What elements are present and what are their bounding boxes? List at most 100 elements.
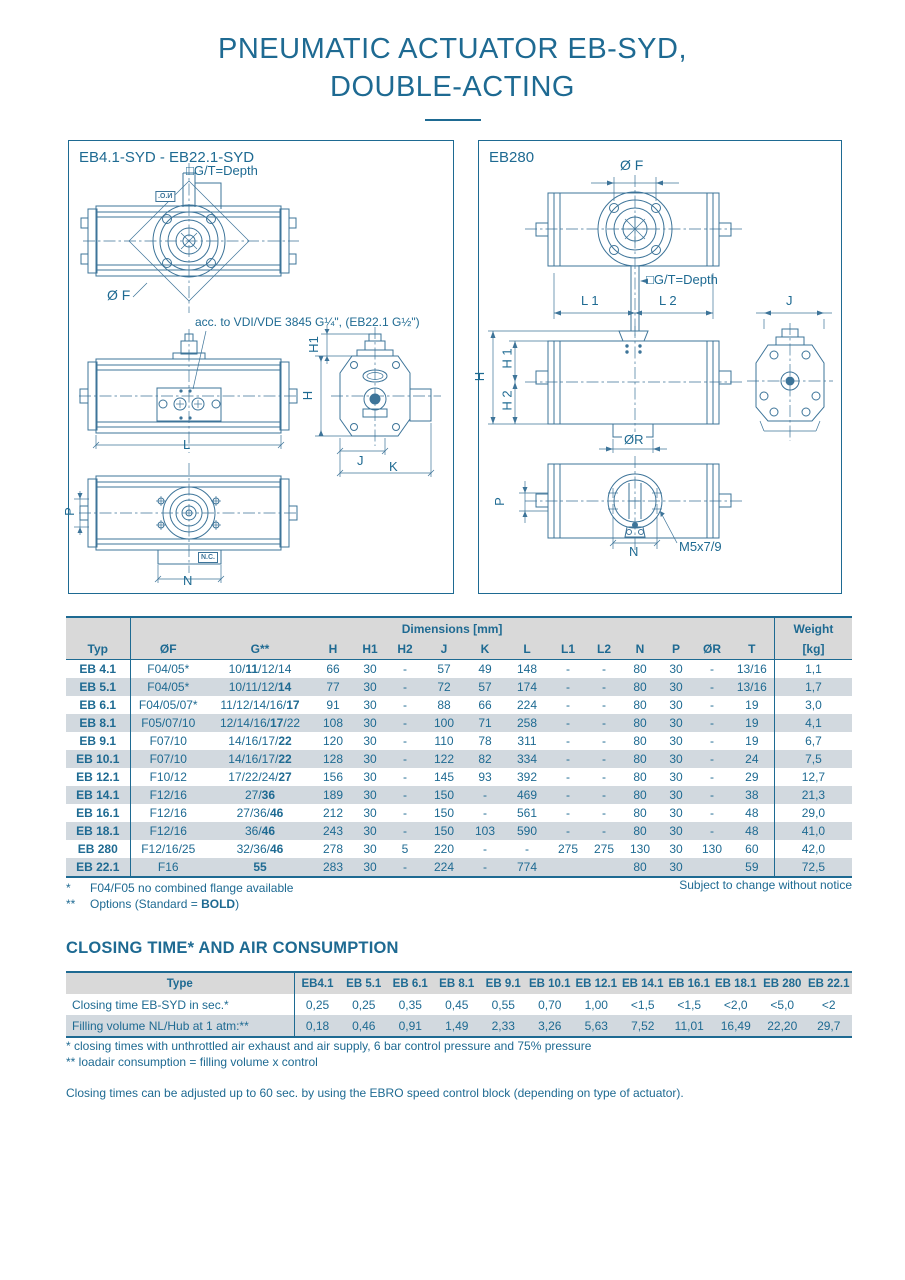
dim-cell: 156 [322, 770, 344, 784]
dim-cell: 311 [517, 734, 537, 748]
dim-cell: 212 [322, 806, 344, 820]
dim-cell: F07/10 [149, 734, 187, 748]
dim-cell: 13/16 [736, 662, 767, 676]
dim-cell: 11/12/14/16/17 [220, 698, 300, 712]
dim-h2-label-eb280: H 2 [499, 390, 515, 411]
ct-row-label: Filling volume NL/Hub at 1 atm:** [66, 1015, 295, 1037]
subject-to-change-notice: Subject to change without notice [679, 878, 852, 892]
dim-cell: 80 [622, 678, 658, 696]
dim-cell: 38 [730, 786, 775, 804]
dim-cell: F05/07/10 [130, 714, 206, 732]
ct-value-cell: 0,91 [387, 1015, 434, 1037]
dim-cell: 93 [478, 770, 492, 784]
dim-cell: 122 [422, 750, 466, 768]
dim-cell: 80 [622, 786, 658, 804]
typ-header-spacer [66, 617, 131, 639]
dim-column-header: J [422, 639, 466, 660]
dim-cell: 30 [363, 806, 377, 820]
ct-column-header: EB 8.1 [433, 972, 480, 994]
dim-cell: 80 [633, 734, 647, 748]
dim-cell: 55 [206, 858, 314, 877]
technical-drawing-eb280 [488, 175, 833, 553]
dim-h1-label: H1 [305, 336, 321, 353]
typ-cell: EB 14.1 [66, 786, 131, 804]
dim-column-header: ØF [130, 639, 206, 660]
dim-cell: 30 [669, 698, 683, 712]
dim-cell: 14/16/17/22 [206, 750, 314, 768]
dim-table-row: EB 22.1 F16 55 283 30-224-774 80 30 59 72,5 [66, 858, 853, 877]
dimensions-table: Dimensions [mm] Weight Typ ØF G** H H1 H2 J K L L… [66, 616, 853, 878]
ct-value-cell: 1,49 [433, 1015, 480, 1037]
dim-cell: - [566, 734, 570, 748]
dim-cell: 128 [314, 750, 352, 768]
dim-cell: 243 [314, 822, 352, 840]
dim-cell: 108 [314, 714, 352, 732]
dim-cell: 30 [352, 858, 388, 877]
dim-cell: - [602, 806, 606, 820]
dim-column-header: Typ [66, 639, 131, 660]
dim-cell: 189 [314, 786, 352, 804]
diameter-f-label-eb280: Ø F [620, 157, 644, 173]
dim-cell: 80 [633, 806, 647, 820]
dim-cell: - [550, 714, 586, 732]
dim-cell: 29,0 [773, 804, 853, 822]
ct-column-header: EB 18.1 [712, 972, 759, 994]
dim-cell: 21,3 [773, 786, 853, 804]
dim-cell: F04/05* [130, 678, 206, 696]
dim-cell: - [403, 770, 407, 784]
dim-cell: - [694, 750, 730, 768]
dim-table-row: EB 4.1 F04/05* 10/11/12/14 66 30 - 57 49 148 - - 80… [66, 659, 853, 678]
dim-cell: 1,7 [773, 678, 853, 696]
dim-cell: - [694, 822, 730, 840]
dim-cell: 30 [352, 750, 388, 768]
dim-cell: 561 [516, 806, 538, 820]
dim-cell: 66 [326, 662, 340, 676]
dim-cell: 80 [633, 662, 647, 676]
dim-cell: 258 [504, 714, 550, 732]
dim-cell: 77 [314, 678, 352, 696]
dim-table-row: EB 5.1 F04/05* 10/11/12/14 77 30-72 57 174- -80… [66, 678, 853, 696]
dim-cell: 91 [326, 698, 340, 712]
dim-p-label-eb280: P [491, 497, 507, 506]
dim-cell: - [403, 662, 407, 676]
dim-cell: - [586, 714, 622, 732]
ct-table-row: Closing time EB-SYD in sec.* 0,25 0,25 0,35… [66, 994, 852, 1015]
dim-k-label: K [389, 459, 398, 474]
closing-time-table-section: Type EB4.1 EB 5.1 EB 6.1 EB 8.1 EB 9.1 EB 10.1… [66, 971, 852, 1038]
ct-value-cell: 16,49 [712, 1015, 759, 1037]
dim-cell: 774 [504, 858, 550, 877]
drawing-box-eb280: EB280 Ø F □G/T=Depth L 1 L 2 J H H 1 H 2… [472, 140, 842, 594]
closing-footnote1: * closing times with unthrottled air exh… [66, 1039, 592, 1053]
ct-value-cell: 0,55 [491, 997, 515, 1012]
typ-cell: EB 4.1 [66, 659, 131, 678]
dim-cell: 130 [629, 842, 651, 856]
dim-cell: 14/16/17/22 [228, 734, 292, 748]
ct-column-header: EB 280 [759, 972, 806, 994]
dim-cell: 72 [422, 678, 466, 696]
dim-cell: 30 [658, 822, 694, 840]
dim-cell: 30 [658, 858, 694, 877]
dim-cell: 17/22/24/27 [228, 770, 292, 784]
dim-table-row: EB 16.1 F12/16 27/36/46 212 30 - 150 - 561 - - 80 30… [66, 804, 853, 822]
ct-value-cell: <1,5 [677, 997, 702, 1012]
typ-cell: EB 12.1 [66, 768, 131, 786]
dim-cell: - [550, 678, 586, 696]
dim-table-row: EB 12.1 F10/12 17/22/24/27 156 30 - 145 93 392 - -… [66, 768, 853, 786]
dim-cell: - [710, 770, 714, 784]
dim-cell: - [483, 842, 487, 856]
dim-cell: - [388, 786, 422, 804]
dim-j-label: J [357, 453, 364, 468]
dim-cell: - [586, 678, 622, 696]
dim-cell: 224 [422, 858, 466, 877]
dim-cell: - [602, 662, 606, 676]
nc-tag: N.C. [198, 552, 218, 563]
dim-cell [550, 858, 586, 877]
ct-value-cell: 3,26 [526, 1015, 573, 1037]
dim-cell: 4,1 [773, 714, 853, 732]
speed-control-note: Closing times can be adjusted up to 60 s… [66, 1086, 684, 1100]
closing-time-footnotes: * closing times with unthrottled air exh… [66, 1038, 591, 1070]
dim-cell: - [694, 714, 730, 732]
typ-cell: EB 10.1 [66, 750, 131, 768]
dimensions-table-section: Dimensions [mm] Weight Typ ØF G** H H1 H2 J K L L… [66, 616, 853, 878]
dim-column-header: L1 [550, 639, 586, 660]
